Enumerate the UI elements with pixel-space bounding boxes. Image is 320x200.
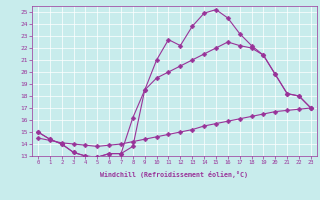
- X-axis label: Windchill (Refroidissement éolien,°C): Windchill (Refroidissement éolien,°C): [100, 171, 248, 178]
